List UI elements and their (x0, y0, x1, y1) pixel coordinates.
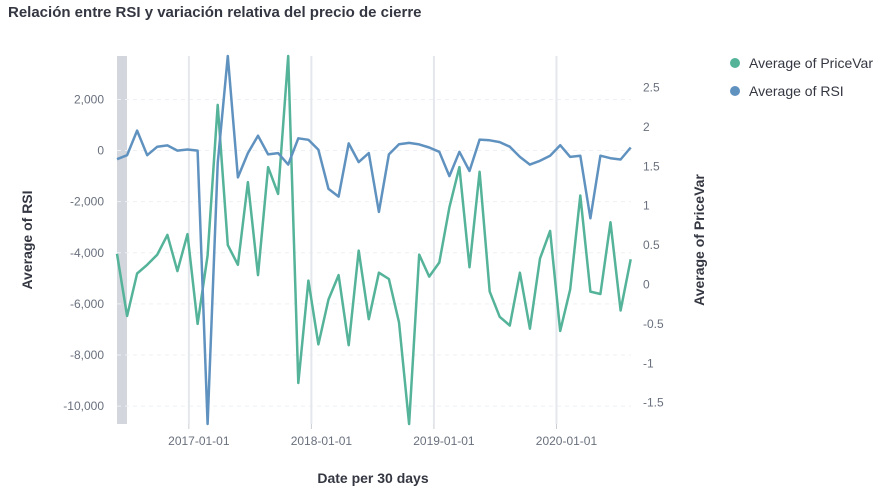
y-axis-title-right: Average of PriceVar (691, 174, 707, 306)
y-left-tick-label: -6,000 (70, 297, 104, 311)
x-tick-label: 2017-01-01 (168, 434, 230, 448)
y-right-tick-label: 1 (643, 199, 650, 213)
right-axis-ticks: 2.5 2 1.5 1 0.5 0 -0.5 -1 -1.5 (643, 81, 664, 410)
legend-label-rsi: Average of RSI (749, 83, 844, 99)
series-line-rsi[interactable] (116, 54, 632, 426)
y-left-tick-label: 0 (97, 144, 104, 158)
y-right-tick-label: 1.5 (643, 159, 660, 173)
y-right-tick-label: -0.5 (643, 317, 664, 331)
legend-item-pricevar[interactable]: Average of PriceVar (730, 55, 873, 71)
plot-area-left-band (117, 56, 127, 424)
x-tick-label: 2018-01-01 (291, 434, 353, 448)
legend-label-pricevar: Average of PriceVar (749, 55, 873, 71)
y-left-tick-label: -10,000 (63, 399, 104, 413)
x-tick-label: 2019-01-01 (413, 434, 475, 448)
x-axis-title: Date per 30 days (317, 470, 428, 486)
y-left-tick-label: -8,000 (70, 348, 104, 362)
chart-title: Relación entre RSI y variación relativa … (8, 4, 422, 21)
y-right-tick-label: 0 (643, 278, 650, 292)
x-tick-label: 2020-01-01 (536, 434, 598, 448)
series-line-pricevar[interactable] (115, 54, 632, 426)
y-left-tick-label: 2,000 (74, 92, 104, 106)
series-lines (115, 54, 632, 426)
y-right-tick-label: -1.5 (643, 396, 664, 410)
grid (117, 56, 631, 424)
y-right-tick-label: 2.5 (643, 81, 660, 95)
y-right-tick-label: -1 (643, 356, 654, 370)
x-axis-ticks: 2017-01-01 2018-01-01 2019-01-01 2020-01-01 (168, 424, 597, 448)
y-axis-title-left: Average of RSI (19, 190, 35, 289)
legend-item-rsi[interactable]: Average of RSI (730, 83, 844, 99)
left-axis-ticks: 2,000 0 -2,000 -4,000 -6,000 -8,000 -10,000 (63, 92, 104, 413)
legend-swatch-rsi (730, 86, 740, 96)
legend-swatch-pricevar (730, 58, 740, 68)
y-left-tick-label: -4,000 (70, 246, 104, 260)
legend: Average of PriceVar Average of RSI (730, 55, 873, 99)
y-left-tick-label: -2,000 (70, 195, 104, 209)
y-right-tick-label: 2 (643, 120, 650, 134)
y-right-tick-label: 0.5 (643, 238, 660, 252)
